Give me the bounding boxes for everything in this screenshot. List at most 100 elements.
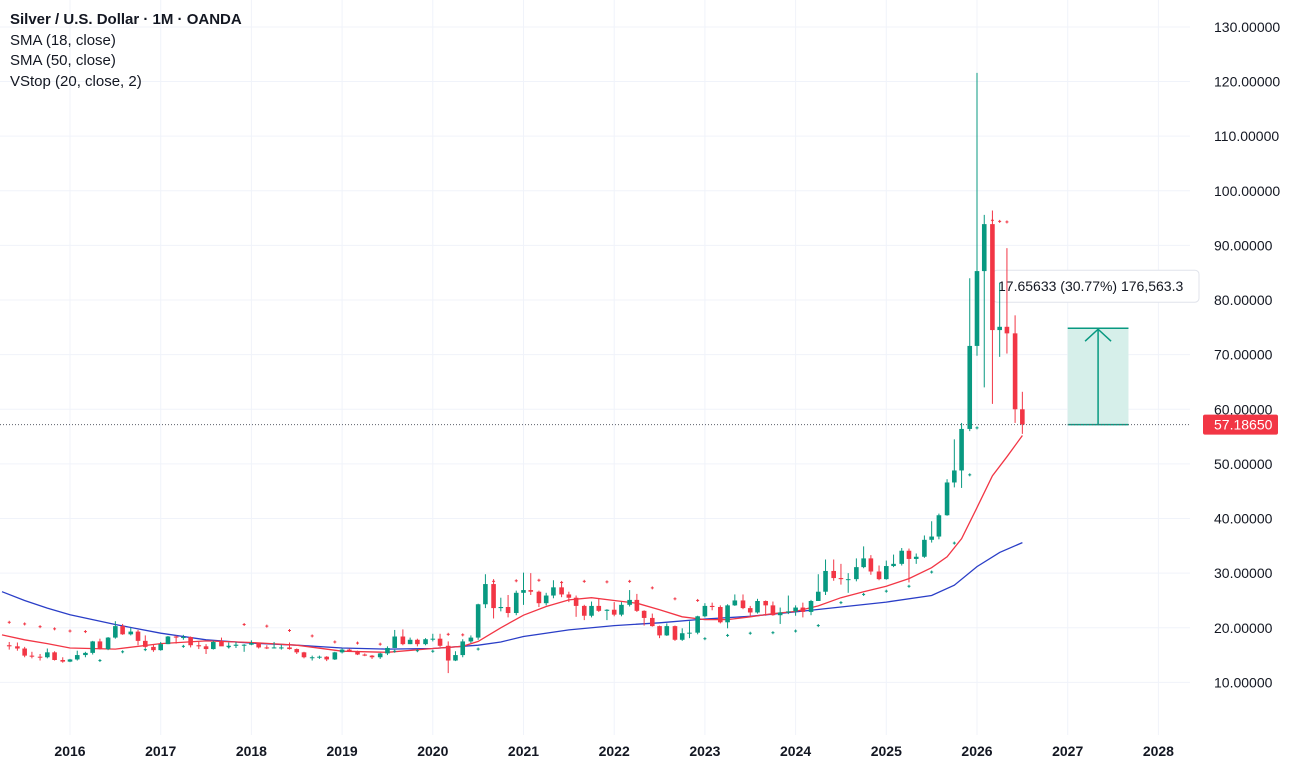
candle	[332, 651, 338, 660]
vstop-marker	[431, 649, 435, 653]
candle	[347, 648, 352, 652]
candle-body	[135, 631, 141, 641]
legend-sma50[interactable]: SMA (50, close)	[10, 52, 116, 69]
candle-body	[113, 626, 118, 638]
candle	[468, 635, 474, 644]
sma18-line	[1, 435, 1023, 653]
vstop-marker	[537, 578, 541, 582]
sma18-path	[1, 435, 1023, 653]
candle	[385, 646, 390, 656]
candle	[392, 629, 398, 648]
candle	[135, 629, 141, 646]
candle-body	[854, 567, 859, 580]
candle-body	[196, 645, 202, 647]
x-tick-label: 2018	[236, 743, 267, 759]
x-tick-label: 2016	[54, 743, 85, 759]
candle-body	[657, 626, 662, 636]
candle-body	[611, 609, 617, 615]
vstop-marker	[38, 625, 42, 629]
vstop-marker	[673, 597, 677, 601]
candle	[105, 637, 111, 651]
candle-body	[52, 652, 57, 660]
x-tick-label: 2021	[508, 743, 539, 759]
candle-body	[1004, 326, 1010, 334]
candle	[952, 439, 957, 488]
candle	[649, 613, 655, 627]
candle-body	[747, 608, 753, 613]
vstop-marker	[98, 659, 102, 663]
candle	[800, 602, 806, 618]
candle-body	[581, 605, 587, 616]
candle	[627, 590, 632, 607]
candle	[287, 642, 292, 650]
vstop-marker	[265, 624, 269, 628]
candle	[884, 560, 889, 580]
legend-symbol-title[interactable]: Silver / U.S. Dollar · 1M · OANDA	[10, 11, 242, 28]
price-axis[interactable]: 10.00000 20.00000 30.00000 40.00000 50.00000…	[1214, 19, 1280, 690]
candle	[491, 579, 496, 619]
candle	[83, 651, 88, 658]
candle	[543, 592, 549, 606]
candle	[271, 641, 277, 649]
candle	[777, 607, 783, 624]
measure-tool[interactable]: 17.65633 (30.77%) 176,563.3	[992, 269, 1200, 426]
candle-body	[415, 639, 420, 645]
candle	[695, 615, 700, 635]
y-tick-label: 80.00000	[1214, 292, 1273, 308]
time-axis[interactable]: 2016 2017 2018 2019 2020 2021 2022 2023 2024 2025…	[54, 743, 1174, 759]
candle-body	[777, 612, 783, 616]
candle	[437, 633, 443, 647]
candle	[967, 278, 973, 432]
legend-vstop[interactable]: VStop (20, close, 2)	[10, 72, 142, 90]
candle-body	[430, 638, 436, 640]
candle	[475, 603, 481, 640]
candle	[249, 640, 254, 646]
candle-body	[45, 652, 50, 658]
candle-body	[324, 656, 329, 660]
candle-body	[868, 558, 874, 572]
vstop-marker	[628, 579, 632, 583]
y-tick-label: 60.00000	[1214, 401, 1273, 417]
candle	[52, 651, 57, 661]
candle-body	[60, 659, 66, 662]
candle	[528, 573, 534, 595]
candle	[573, 595, 579, 617]
candle	[460, 639, 466, 658]
candle	[301, 651, 307, 659]
price-label-box	[1203, 414, 1278, 435]
candle	[505, 594, 511, 618]
candle	[876, 565, 882, 581]
vstop-marker	[726, 633, 730, 637]
vstop-marker	[53, 627, 57, 631]
candle-body	[876, 571, 882, 580]
candle-body	[709, 605, 715, 608]
candle-body	[181, 637, 186, 639]
vstop-marker	[650, 586, 654, 590]
candle	[755, 598, 760, 614]
candle-body	[339, 649, 345, 653]
candle	[400, 629, 406, 646]
candle-body	[589, 605, 594, 616]
grid-lines	[0, 0, 1190, 735]
candle-body	[188, 637, 193, 646]
candle	[219, 637, 224, 647]
candle	[317, 655, 322, 659]
x-tick-label: 2027	[1052, 743, 1083, 759]
candle	[747, 605, 753, 617]
vstop-marker	[181, 644, 185, 648]
candle	[453, 651, 458, 662]
candle-body	[913, 556, 919, 559]
candle	[551, 580, 556, 599]
candle	[845, 573, 851, 593]
candle-body	[142, 640, 148, 647]
candle-body	[559, 587, 564, 595]
candle	[423, 638, 428, 646]
candle-body	[105, 637, 111, 650]
current-price-line: 57.18650	[0, 414, 1278, 435]
candle	[702, 603, 708, 618]
candle	[936, 513, 942, 540]
candle-body	[211, 641, 216, 650]
candle-body	[740, 600, 746, 609]
legend-sma18[interactable]: SMA (18, close)	[10, 31, 116, 49]
